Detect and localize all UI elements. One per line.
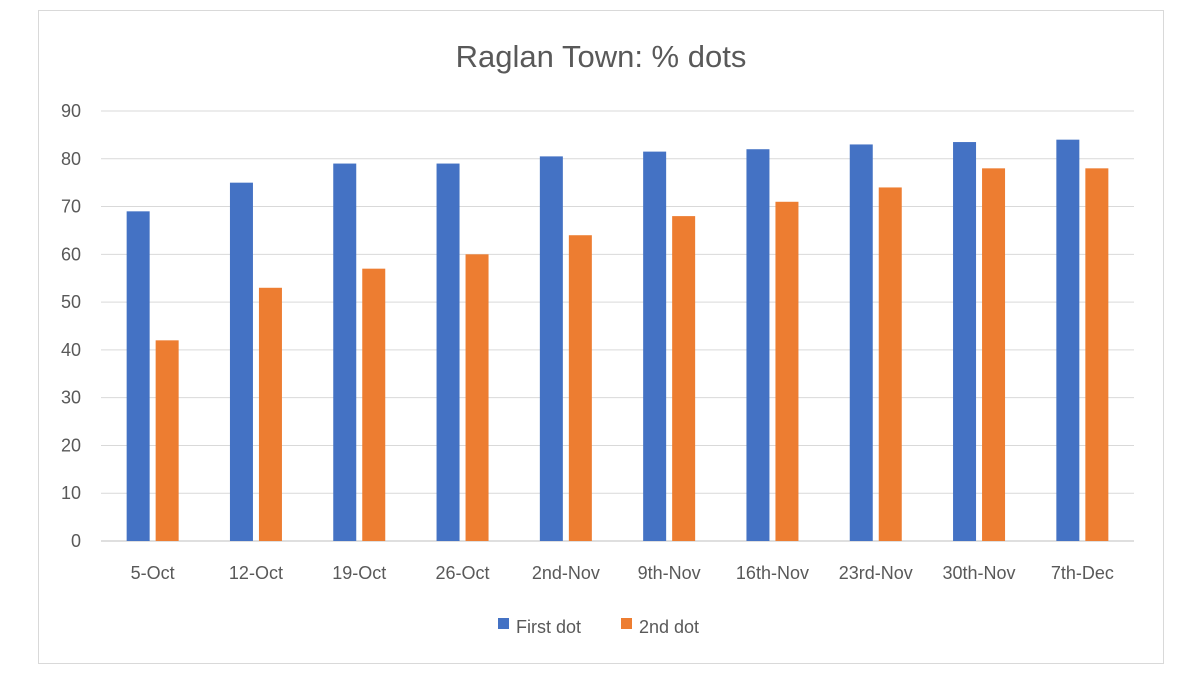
x-tick-label: 12-Oct [229,563,283,583]
y-tick-label: 50 [61,292,81,312]
bar-2nd-dot [982,168,1006,542]
bar-first-dot [229,182,253,541]
bar-first-dot [953,142,977,542]
y-tick-label: 70 [61,197,81,217]
x-tick-label: 23rd-Nov [839,563,913,583]
gridlines [101,110,1134,542]
bar-first-dot [126,211,150,542]
x-tick-label: 9th-Nov [638,563,701,583]
x-tick-label: 5-Oct [131,563,175,583]
bar-chart: Raglan Town: % dots 0102030405060708090 … [61,39,1134,637]
chart-title: Raglan Town: % dots [456,39,747,74]
x-tick-label: 16th-Nov [736,563,809,583]
legend: First dot 2nd dot [498,617,699,637]
bar-first-dot [539,156,563,541]
chart-frame: Raglan Town: % dots 0 10 20 30 40 50 60 70 80 90 … [38,10,1164,664]
bar-first-dot [436,163,460,542]
y-tick-label: 10 [61,483,81,503]
bar-first-dot [849,144,873,541]
y-tick-label: 0 [71,531,81,551]
legend-swatch [621,618,632,629]
bar-2nd-dot [878,187,902,541]
bar-2nd-dot [775,201,799,541]
x-tick-label: 2nd-Nov [532,563,600,583]
x-tick-label: 26-Oct [436,563,490,583]
y-axis-ticks: 0 10 20 30 40 50 60 70 80 90 [61,101,81,551]
x-tick-label: 19-Oct [332,563,386,583]
bar-2nd-dot [1085,168,1109,542]
y-tick-label: 60 [61,244,81,264]
x-axis-ticks: 5-Oct 12-Oct 19-Oct 26-Oct 2nd-Nov 9th-Nov 16t… [131,563,1114,583]
y-tick-label: 80 [61,149,81,169]
bars [126,139,1109,542]
x-tick-label: 7th-Dec [1051,563,1114,583]
bar-2nd-dot [155,340,179,541]
y-tick-label: 30 [61,388,81,408]
bar-2nd-dot [258,287,282,541]
bar-2nd-dot [568,235,592,541]
bar-2nd-dot [672,216,696,541]
bar-2nd-dot [362,268,386,541]
y-tick-label: 20 [61,435,81,455]
y-tick-label: 40 [61,340,81,360]
bar-2nd-dot [465,254,489,542]
x-tick-label: 30th-Nov [943,563,1016,583]
y-tick-label: 90 [61,101,81,121]
bar-first-dot [1056,139,1080,541]
legend-label: 2nd dot [639,617,699,637]
legend-swatch [498,618,509,629]
bar-first-dot [333,163,357,542]
legend-label: First dot [516,617,581,637]
bar-first-dot [643,151,667,541]
bar-first-dot [746,149,770,541]
